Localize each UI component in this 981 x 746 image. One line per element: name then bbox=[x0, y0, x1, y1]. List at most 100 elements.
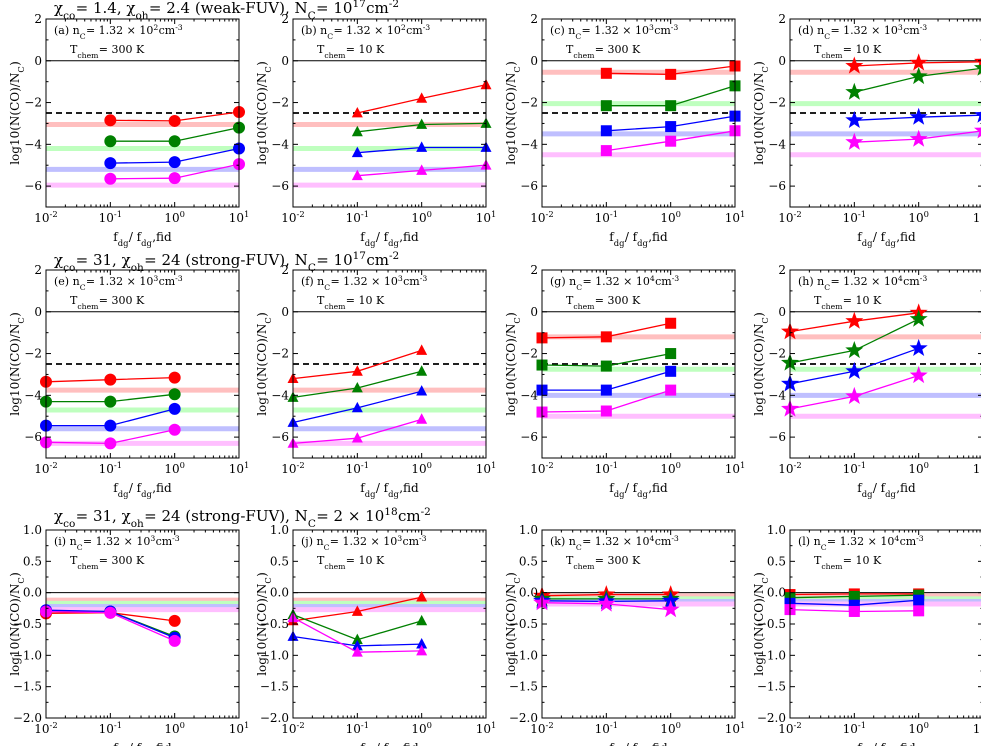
data-point-magenta bbox=[104, 437, 117, 450]
x-axis-label: fdg / fdg ,fid bbox=[360, 481, 419, 499]
panel: 10-2 10-1 100 101 2 0 −2 −4 −6 fdg / fdg ,fid… bbox=[752, 12, 981, 248]
data-point-magenta bbox=[351, 169, 363, 181]
y-tick-label: −2 bbox=[520, 347, 538, 361]
x-tick-label: 10-1 bbox=[99, 720, 122, 736]
x-tick-label: 100 bbox=[411, 720, 432, 736]
x-axis-label: fdg / fdg ,fid bbox=[113, 741, 172, 746]
y-tick-label: −1.5 bbox=[757, 680, 786, 694]
y-tick-label: −1.5 bbox=[260, 680, 289, 694]
y-tick-label: −4 bbox=[271, 388, 289, 402]
x-tick-label: 100 bbox=[660, 209, 681, 225]
y-tick-label: 0 bbox=[34, 305, 42, 319]
y-tick-label: −6 bbox=[520, 430, 538, 444]
x-tick-label: 10-1 bbox=[346, 720, 369, 736]
y-tick-label: −2.0 bbox=[260, 711, 289, 725]
data-point-red bbox=[168, 114, 181, 127]
data-point-green bbox=[845, 341, 864, 359]
panel-label: (e) nC = 1.32 × 103 cm-3 bbox=[54, 274, 183, 292]
data-point-blue bbox=[661, 591, 680, 609]
y-tick-label: −1.0 bbox=[260, 648, 289, 662]
x-axis-label: fdg / fdg ,fid bbox=[360, 230, 419, 248]
y-tick-label: −0.5 bbox=[757, 617, 786, 631]
panel: 10-2 10-1 100 101 2 0 −2 −4 −6 fdg / fdg ,fid… bbox=[255, 12, 496, 248]
panel: 10-2 10-1 100 101 1.0 0.5 0.0 −0.5 −1.0 −1.5 −… bbox=[255, 523, 496, 746]
x-tick-label: 101 bbox=[229, 460, 250, 476]
y-tick-label: −4 bbox=[271, 137, 289, 151]
y-axis-label: log10(N(CO)/NC ) bbox=[255, 312, 273, 416]
data-point-blue bbox=[104, 419, 117, 432]
data-point-blue bbox=[845, 110, 864, 128]
data-point-red bbox=[168, 614, 181, 627]
data-point-magenta bbox=[168, 172, 181, 185]
data-point-green bbox=[909, 67, 928, 85]
data-point-green bbox=[600, 360, 612, 372]
x-tick-label: 100 bbox=[164, 720, 185, 736]
y-tick-label: −2.0 bbox=[757, 711, 786, 725]
panel-label: (j) nC = 1.32 × 103 cm-3 bbox=[301, 534, 427, 552]
y-axis-label: log10(N(CO)/NC ) bbox=[255, 61, 273, 165]
tchem-label: Tchem = 300 K bbox=[566, 43, 641, 60]
data-point-blue bbox=[600, 384, 612, 396]
panel-label: (d) nC = 1.32 × 103 cm-3 bbox=[798, 23, 927, 41]
data-point-red bbox=[351, 605, 363, 616]
y-tick-label: 0.5 bbox=[519, 554, 538, 568]
panel-label: (a) nC = 1.32 × 102 cm-3 bbox=[54, 23, 183, 41]
y-tick-label: −6 bbox=[768, 430, 786, 444]
tchem-label: Tchem = 300 K bbox=[566, 554, 641, 571]
x-tick-label: 10-2 bbox=[281, 209, 304, 225]
data-point-magenta bbox=[665, 135, 677, 147]
panel: 10-2 10-1 100 101 2 0 −2 −4 −6 fdg / fdg ,fid… bbox=[8, 12, 249, 248]
data-point-green bbox=[600, 100, 612, 112]
data-point-blue bbox=[351, 401, 363, 413]
plot-frame bbox=[789, 269, 981, 459]
x-tick-label: 10-2 bbox=[530, 209, 553, 225]
panel-label: (k) nC = 1.32 × 104 cm-3 bbox=[550, 534, 679, 552]
y-tick-label: 2 bbox=[34, 12, 42, 26]
panels: 10-2 10-1 100 101 2 0 −2 −4 −6 fdg / fdg ,fid… bbox=[8, 12, 981, 746]
x-axis-label: fdg / fdg ,fid bbox=[609, 230, 668, 248]
data-point-magenta bbox=[909, 129, 928, 147]
data-point-magenta bbox=[974, 126, 981, 139]
x-tick-label: 10-2 bbox=[34, 720, 57, 736]
data-point-blue bbox=[845, 361, 864, 379]
data-point-green bbox=[351, 381, 363, 393]
panel: 10-2 10-1 100 101 2 0 −2 −4 −6 fdg / fdg ,fid… bbox=[504, 12, 745, 248]
y-tick-label: −2 bbox=[24, 347, 42, 361]
data-point-blue bbox=[416, 638, 428, 649]
y-tick-label: 2 bbox=[281, 263, 289, 277]
y-tick-label: 2 bbox=[778, 263, 786, 277]
y-tick-label: −6 bbox=[768, 179, 786, 193]
data-point-blue bbox=[351, 146, 363, 158]
data-point-green bbox=[351, 633, 363, 645]
tchem-label: Tchem = 300 K bbox=[566, 294, 641, 311]
data-point-green bbox=[848, 590, 860, 602]
y-axis-label: log10(N(CO)/NC ) bbox=[752, 572, 770, 676]
x-tick-label: 101 bbox=[476, 460, 497, 476]
data-point-magenta bbox=[351, 432, 363, 443]
x-tick-label: 100 bbox=[411, 209, 432, 225]
x-tick-label: 100 bbox=[164, 209, 185, 225]
y-tick-label: −2 bbox=[24, 96, 42, 110]
data-point-magenta bbox=[104, 606, 117, 619]
data-point-blue bbox=[909, 338, 928, 356]
plot-frame bbox=[45, 269, 240, 459]
x-tick-label: 100 bbox=[411, 460, 432, 476]
data-point-red bbox=[600, 67, 612, 79]
y-tick-label: 2 bbox=[530, 12, 538, 26]
tchem-label: Tchem = 10 K bbox=[814, 43, 882, 60]
x-axis-label: fdg / fdg ,fid bbox=[609, 741, 668, 746]
data-point-magenta bbox=[909, 366, 928, 384]
data-point-blue bbox=[416, 141, 428, 152]
panel-label: (h) nC = 1.32 × 104 cm-3 bbox=[798, 274, 927, 292]
y-tick-label: 0 bbox=[34, 54, 42, 68]
x-tick-label: 10-1 bbox=[99, 460, 122, 476]
x-tick-label: 101 bbox=[725, 209, 746, 225]
data-point-blue bbox=[416, 385, 428, 396]
panel-label: (c) nC = 1.32 × 103 cm-3 bbox=[550, 23, 678, 41]
data-point-red bbox=[351, 365, 363, 376]
x-tick-label: 10-2 bbox=[778, 460, 801, 476]
data-point-blue bbox=[351, 639, 363, 651]
data-point-red bbox=[909, 53, 928, 71]
x-tick-label: 10-2 bbox=[778, 720, 801, 736]
